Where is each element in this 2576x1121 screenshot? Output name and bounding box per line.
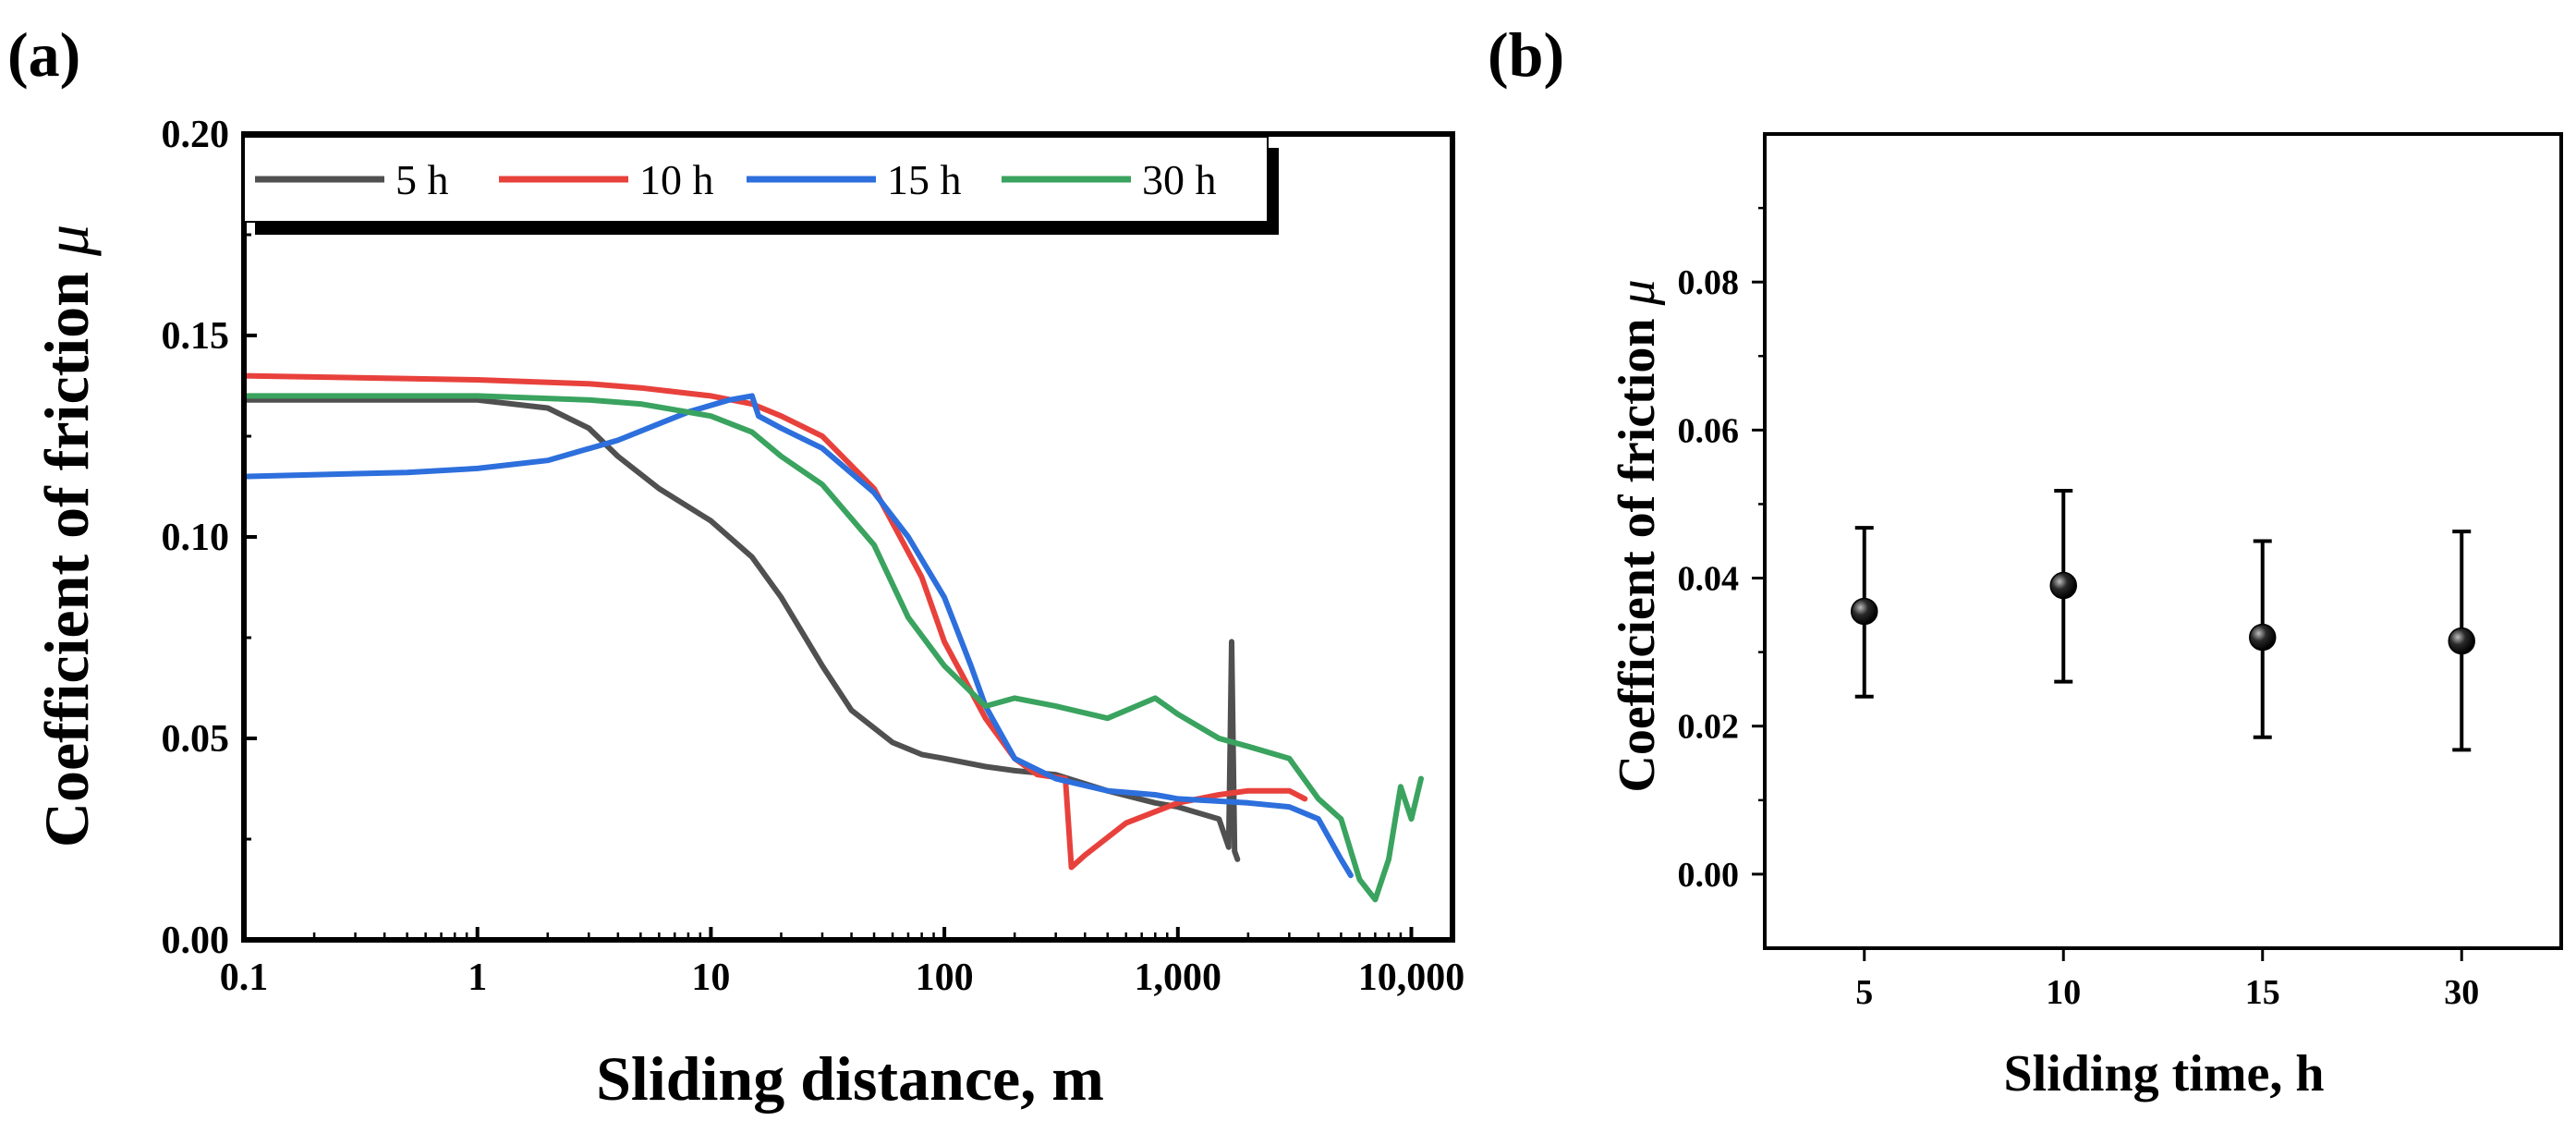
panel-a-xtick-label: 100 — [916, 957, 974, 999]
panel-b-axes-frame — [1763, 132, 2563, 950]
panel-a-xtick-label: 1,000 — [1135, 957, 1222, 999]
panel-a-xlabel: Sliding distance, m — [596, 1043, 1104, 1114]
data-point — [2249, 623, 2277, 652]
panel-b-ytick-label: 0.06 — [1678, 411, 1740, 450]
legend-label: 10 h — [639, 156, 714, 203]
series-line-5h — [244, 396, 1241, 862]
series-line-15h — [244, 393, 1354, 879]
series-line-30h — [244, 393, 1424, 903]
panel-a-ytick-label: 0.20 — [162, 114, 230, 156]
panel-b-xlabel: Sliding time, h — [2004, 1045, 2325, 1103]
panel-a-ytick-label: 0.05 — [162, 718, 230, 761]
panel-a-label: (a) — [7, 19, 80, 90]
panel-a-legend: 5 h 10 h 15 h 30 h — [243, 136, 1279, 235]
panel-a-xtick-label: 10 — [691, 957, 730, 999]
panel-b-xtick-label: 15 — [2245, 973, 2280, 1012]
panel-a-xtick-label: 0.1 — [220, 957, 269, 999]
panel-b-xtick-label: 30 — [2444, 973, 2479, 1012]
panel-b-ylabel: Coefficient of friction μ — [1609, 279, 1666, 792]
panel-a-xtick-label: 10,000 — [1358, 957, 1465, 999]
data-point — [2049, 571, 2077, 600]
legend-label: 30 h — [1142, 156, 1217, 203]
panel-a-ytick-label: 0.10 — [162, 517, 230, 559]
data-point — [2448, 627, 2475, 655]
legend-label: 5 h — [395, 156, 449, 203]
panel-a-ytick-label: 0.15 — [162, 315, 230, 358]
panel-b-xtick-label: 10 — [2046, 973, 2081, 1012]
data-point — [1851, 597, 1878, 626]
panel-a-xtick-label: 1 — [468, 957, 487, 999]
panel-b-ytick-label: 0.04 — [1678, 560, 1740, 599]
panel-a-ytick-label: 0.00 — [162, 920, 230, 962]
panel-b-ytick-label: 0.08 — [1678, 263, 1740, 302]
panel-b-ytick-label: 0.02 — [1678, 708, 1740, 747]
panel-a-plot-area — [241, 131, 1455, 943]
legend-label: 15 h — [887, 156, 962, 203]
panel-b-xtick-label: 5 — [1855, 973, 1873, 1012]
panel-a: (a) 0.1 1 10 100 1,000 10,000 0.00 0.05 0.10 0.1… — [7, 19, 1464, 1114]
panel-a-ylabel: Coefficient of friction μ — [31, 225, 102, 847]
panel-b: (b) 0.00 0.02 0.04 0.06 0.08 5 10 15 30 Sliding… — [1488, 19, 2563, 1103]
panel-b-label: (b) — [1488, 19, 1564, 90]
panel-a-axes-frame — [241, 131, 1455, 943]
panel-b-ytick-label: 0.00 — [1678, 856, 1740, 895]
